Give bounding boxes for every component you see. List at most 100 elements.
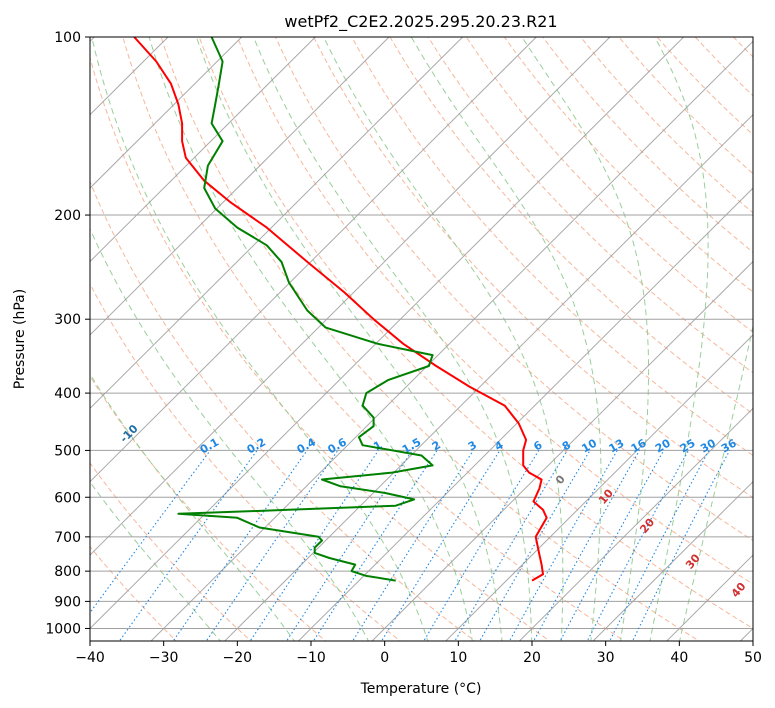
y-axis: 100 200 300 400 500 600 700 800 900 1000 [45,30,90,637]
mixing-ratio-line [631,450,731,641]
dry-adiabat-line [732,37,753,58]
x-axis-label: Temperature (°C) [360,681,482,697]
moist-adiabat-label: 0 [553,472,568,486]
mixing-ratio-label: 0.4 [295,435,319,456]
dry-adiabat-label: -10 [117,422,140,445]
dry-adiabat-line [274,37,753,542]
moist-adiabat-line [91,37,429,641]
dry-adiabat-line [236,37,753,585]
y-tick-label: 900 [54,594,81,610]
y-tick-label: 800 [54,564,81,580]
x-tick-label: −20 [223,650,253,666]
dry-adiabat-line [759,24,775,644]
mixing-ratio-label: 25 [678,437,698,456]
moist-adiabat-line [148,37,473,641]
mixing-ratio-label: 0.1 [198,435,221,456]
isotherm-line [90,37,390,336]
mixing-ratio-line [118,450,258,641]
isotherm-line [90,37,243,189]
isotherm-line [150,40,753,641]
isotherm-line [739,627,753,641]
chart-title: wetPf2_C2E2.2025.295.20.23.R21 [284,12,557,32]
x-axis: −40 −30 −20 −10 0 10 20 30 40 50 [75,641,762,666]
sounding-profiles [133,37,548,582]
dry-adiabat-line [313,37,753,499]
moist-adiabat-line [90,481,221,641]
y-tick-label: 200 [54,208,81,224]
dry-adiabat-line [198,37,753,630]
dry-adiabat-line [90,180,476,641]
y-tick-label: 700 [54,530,81,546]
y-tick-label: 400 [54,386,81,402]
dry-adiabat-line [694,37,753,97]
y-tick-label: 1000 [45,621,81,637]
background-lines [90,24,775,644]
moist-adiabat-label: 40 [729,580,749,600]
mixing-ratio-label: 6 [531,438,544,453]
mixing-ratio-line [172,450,308,641]
dry-adiabat-line [90,375,327,641]
moist-adiabat-line [195,37,503,641]
isotherm-line [592,480,753,641]
isotherm-line [90,37,685,630]
isotherm-line [371,260,753,641]
mixing-ratio-label: 13 [607,437,627,456]
x-tick-label: 10 [449,650,467,666]
x-tick-label: 20 [523,650,541,666]
isotherm-line [445,334,753,641]
mixing-ratio-line [90,450,211,614]
moist-adiabat-line [90,227,369,641]
dry-adiabat-line [656,37,753,136]
mixing-ratio-line [559,450,665,641]
mixing-ratio-label: 3 [466,438,479,453]
moist-adiabat-line [90,373,295,641]
dry-adiabat-line [580,37,753,214]
isotherm-line [90,37,317,263]
dry-adiabat-line [541,37,753,253]
x-tick-label: −30 [149,650,179,666]
mixing-ratio-line [312,450,438,641]
chart-title-group: wetPf2_C2E2.2025.295.20.23.R21 [284,12,557,32]
mixing-ratio-line [380,450,501,641]
y-axis-label: Pressure (hPa) [12,289,28,389]
isotherm-line [90,37,464,409]
mixing-ratio-label: 0.2 [245,435,268,456]
x-tick-label: −10 [296,650,326,666]
isotherm-line [90,37,611,556]
isotherm-line [297,187,753,641]
isotherm-line [518,407,753,641]
x-tick-label: 0 [380,650,389,666]
mixing-ratio-line [286,450,413,641]
mixing-ratio-label: 0.6 [325,435,349,456]
mixing-ratio-line [609,450,710,641]
x-tick-label: 30 [597,650,615,666]
mixing-ratio-line [249,450,379,641]
line-annotations: 0.10.20.40.611.52346810131620253036-100-… [117,422,749,600]
dry-adiabat-line [427,37,753,374]
dry-adiabat-line [122,37,626,641]
mixing-ratio-label: 30 [698,436,718,455]
mixing-ratio-line [586,450,689,641]
isotherm-line [224,114,753,641]
x-tick-label: 40 [670,650,688,666]
moist-adiabat-label: 10 [596,486,616,506]
temperature-profile-line [133,37,548,582]
isotherm-line [90,37,538,483]
mixing-ratio-line [205,450,339,641]
mixing-ratio-line [454,450,568,641]
moist-adiabat-line [649,37,709,641]
y-tick-label: 300 [54,312,81,328]
mixing-ratio-line [352,450,474,641]
y-tick-label: 100 [54,30,81,46]
x-tick-label: 50 [744,650,762,666]
dry-adiabat-line [389,37,753,415]
mixing-ratio-label: 20 [653,436,673,455]
x-tick-label: −40 [75,650,105,666]
y-tick-label: 600 [54,490,81,506]
mixing-ratio-label: 10 [579,436,599,455]
moist-adiabat-line [253,37,533,641]
plot-frame [89,36,754,642]
dry-adiabat-line [351,37,753,457]
mixing-ratio-label: 1 [371,438,384,453]
dry-adiabat-line [465,37,753,333]
